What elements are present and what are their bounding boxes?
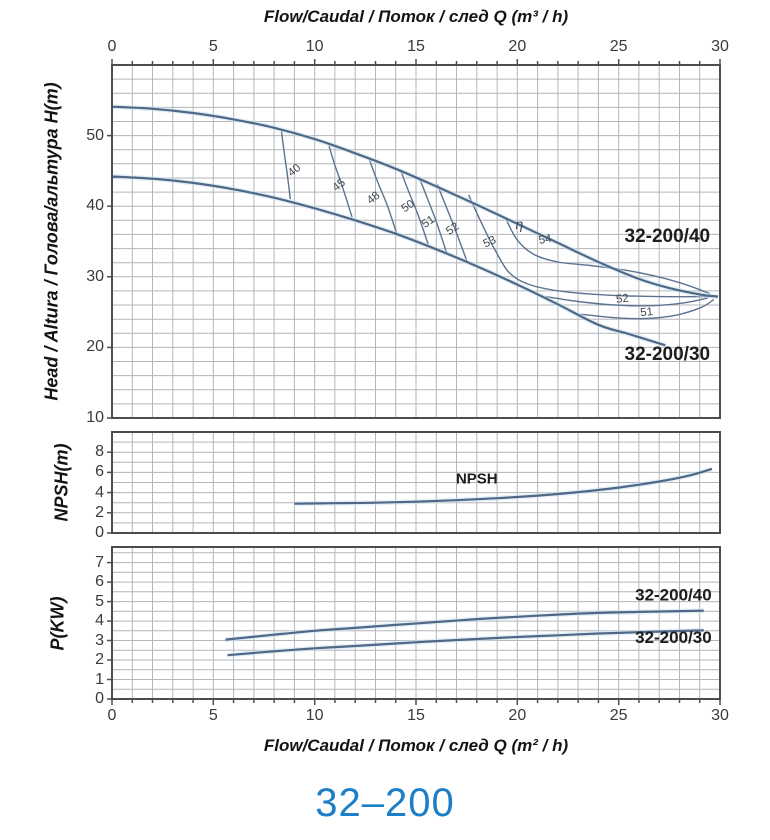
power-tick-0: 0 (95, 690, 104, 707)
npsh-tick-4: 4 (95, 483, 104, 501)
series-label-32-200-30: 32-200/30 (635, 628, 712, 647)
x-tick-top-5: 5 (208, 38, 218, 55)
npsh-tick-2: 2 (95, 503, 104, 521)
head-tick-30: 30 (86, 267, 104, 285)
series-label-32-200-40: 32-200/40 (635, 586, 712, 605)
efficiency-contour-50-3 (400, 170, 429, 245)
head-tick-10: 10 (86, 409, 104, 426)
head-tick-50: 50 (86, 126, 104, 144)
top-axis-title: Flow/Caudal / Поток / след Q (m³ / h) (263, 7, 569, 26)
bottom-axis-title: Flow/Caudal / Поток / след Q (m² / h) (263, 736, 569, 755)
x-tick-top-25: 25 (609, 38, 628, 55)
head-tick-40: 40 (86, 197, 104, 215)
curve-32-200-30-panel2 (227, 629, 704, 657)
model-label: 32-200/30 (625, 344, 711, 365)
efficiency-contour-45-1 (328, 145, 353, 218)
x-tick-top-20: 20 (508, 38, 527, 55)
power-tick-1: 1 (95, 670, 104, 688)
power-tick-7: 7 (95, 553, 104, 571)
curve-32-200-30-panel0 (111, 175, 666, 347)
efficiency-label-40: 40 (286, 162, 303, 179)
x-tick-top-30: 30 (711, 38, 729, 55)
efficiency-contour-48-2 (368, 159, 398, 234)
model-footer: 32–200 (315, 781, 455, 825)
x-tick-bottom-25: 25 (609, 707, 628, 724)
x-tick-bottom-15: 15 (407, 707, 425, 724)
power-tick-6: 6 (95, 573, 104, 591)
npsh-tick-0: 0 (95, 524, 104, 541)
x-tick-top-0: 0 (107, 38, 117, 55)
power-tick-4: 4 (95, 612, 104, 630)
efficiency-label-54: 54 (538, 233, 553, 247)
curve-NPSH-panel1 (294, 467, 713, 505)
efficiency-label-51: 51 (420, 214, 437, 231)
efficiency-contour-52-8 (545, 295, 708, 307)
efficiency-label-50: 50 (399, 198, 416, 215)
efficiency-label-53: 53 (481, 234, 498, 250)
curve-32-200-40-panel0 (111, 105, 719, 298)
head-tick-20: 20 (86, 338, 104, 356)
efficiency-label-45: 45 (330, 177, 347, 194)
eta-symbol: η (516, 216, 524, 232)
efficiency-contour-51-4 (418, 177, 448, 253)
series-label-NPSH: NPSH (456, 471, 498, 488)
model-label: 32-200/40 (625, 226, 711, 247)
efficiency-contour-52-5 (436, 184, 468, 261)
curve-32-200-40-panel2 (225, 609, 704, 641)
efficiency-label-51: 51 (640, 306, 654, 319)
efficiency-label-52: 52 (615, 293, 629, 306)
efficiency-contour-54-7 (504, 217, 711, 295)
x-tick-bottom-0: 0 (107, 707, 117, 724)
power-tick-3: 3 (95, 631, 104, 649)
x-tick-bottom-30: 30 (711, 707, 729, 724)
npsh-tick-8: 8 (95, 443, 104, 461)
efficiency-contour-53-6 (468, 194, 712, 298)
npsh-tick-6: 6 (95, 463, 104, 481)
x-tick-top-10: 10 (305, 38, 324, 55)
x-tick-bottom-20: 20 (508, 707, 527, 724)
power-tick-2: 2 (95, 651, 104, 669)
efficiency-label-52: 52 (444, 221, 461, 238)
efficiency-contour-51-9 (580, 298, 715, 320)
x-tick-bottom-5: 5 (208, 707, 218, 724)
x-tick-top-15: 15 (407, 38, 425, 55)
x-tick-bottom-10: 10 (305, 707, 324, 724)
power-tick-5: 5 (95, 592, 104, 610)
efficiency-contour-40-0 (280, 129, 291, 200)
